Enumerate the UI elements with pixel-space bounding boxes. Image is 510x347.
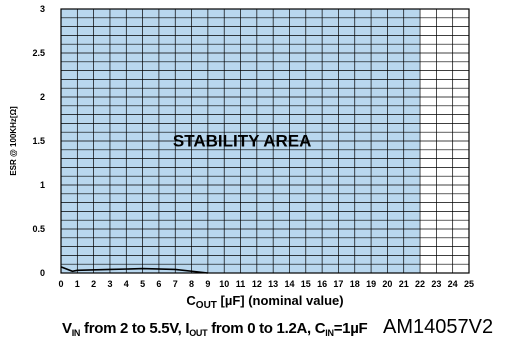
caption-i-sub: OUT (189, 328, 208, 338)
caption-c-rest: =1µF (333, 320, 368, 337)
figure-code: AM14057V2 (383, 316, 494, 338)
caption-v-sub: IN (71, 328, 81, 338)
lower-boundary-curve (60, 266, 208, 274)
x-tick-label: 17 (333, 279, 343, 289)
x-tick-label: 18 (350, 279, 360, 289)
plot-frame (60, 8, 470, 274)
x-tick-label: 5 (140, 279, 145, 289)
x-tick-label: 23 (431, 279, 441, 289)
x-tick-label: 12 (252, 279, 262, 289)
y-tick-label: 0.5 (32, 224, 45, 234)
x-axis-label: COUT [µF] (nominal value) (186, 293, 343, 311)
y-tick-label: 3 (40, 4, 45, 14)
y-tick-label: 1.5 (32, 136, 45, 146)
x-tick-label: 15 (301, 279, 311, 289)
y-tick-label: 1 (40, 180, 45, 190)
caption-c-sub: IN (325, 328, 334, 338)
x-axis-label-sub: OUT (196, 300, 217, 311)
test-conditions-caption: VIN from 2 to 5.5V, IOUT from 0 to 1.2A,… (62, 320, 368, 338)
x-tick-label: 6 (156, 279, 161, 289)
x-tick-label: 21 (399, 279, 409, 289)
x-tick-label: 2 (91, 279, 96, 289)
y-tick-label: 2.5 (32, 48, 45, 58)
x-tick-label: 8 (189, 279, 194, 289)
x-tick-label: 4 (124, 279, 129, 289)
x-tick-label: 16 (317, 279, 327, 289)
x-tick-label: 19 (366, 279, 376, 289)
grid (60, 8, 470, 274)
x-tick-label: 10 (219, 279, 229, 289)
x-tick-label: 22 (415, 279, 425, 289)
x-tick-labels: 0 1 2 3 4 5 6 7 8 9 10 11 12 13 14 15 16 17 18 19 20 21 22 23 24… (58, 279, 474, 289)
caption-v-rest: from 2 to 5.5V, I (80, 320, 190, 337)
x-tick-label: 9 (205, 279, 210, 289)
x-tick-label: 24 (448, 279, 458, 289)
x-tick-label: 1 (75, 279, 80, 289)
x-tick-label: 11 (236, 279, 246, 289)
x-tick-label: 7 (173, 279, 178, 289)
x-tick-label: 3 (107, 279, 112, 289)
caption-v: V (62, 320, 72, 337)
y-tick-labels: 0 0.5 1 1.5 2 2.5 3 (32, 4, 45, 278)
caption-i-rest: from 0 to 1.2A, C (207, 320, 326, 337)
x-tick-label: 14 (284, 279, 294, 289)
x-tick-label: 25 (464, 279, 474, 289)
y-tick-label: 2 (40, 92, 45, 102)
x-tick-label: 13 (268, 279, 278, 289)
y-tick-label: 0 (40, 268, 45, 278)
y-axis-label: ESR @ 100KHz[Ω] (9, 106, 18, 176)
x-tick-label: 0 (58, 279, 63, 289)
x-tick-label: 20 (382, 279, 392, 289)
x-axis-label-main: C (186, 293, 196, 308)
stability-area-label: STABILITY AREA (173, 131, 312, 150)
x-axis-label-rest: [µF] (nominal value) (217, 293, 344, 308)
